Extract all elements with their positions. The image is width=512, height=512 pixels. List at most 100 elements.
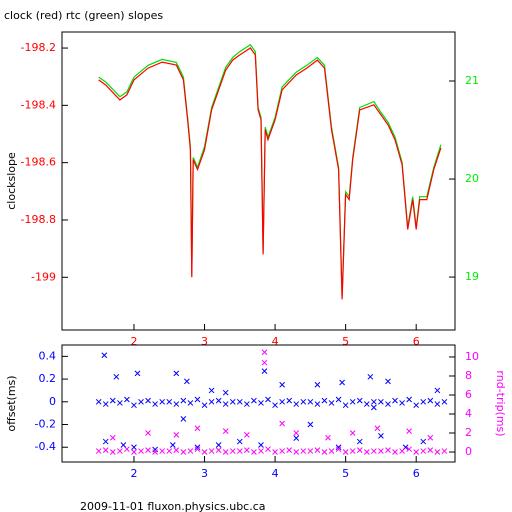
scatter-point (261, 359, 268, 366)
scatter-point (335, 396, 342, 403)
scatter-point (293, 435, 300, 441)
scatter-point (236, 398, 243, 405)
y2-tick-label: 19 (465, 270, 479, 283)
scatter-point (293, 401, 300, 407)
scatter-point (131, 402, 137, 409)
scatter-point (413, 449, 420, 455)
plot-frame (61, 31, 456, 331)
scatter-point (314, 381, 321, 388)
y2-tick-label: 8 (465, 369, 472, 382)
scatter-point (117, 400, 123, 406)
scatter-point (321, 449, 328, 455)
scatter-point (173, 401, 180, 407)
chart-title: clock (red) rtc (green) slopes (4, 9, 163, 22)
scatter-point (356, 397, 363, 404)
scatter-point (102, 438, 109, 445)
y-tick-label: 0.2 (39, 372, 57, 385)
scatter-point (109, 434, 116, 441)
y2-tick-label: 4 (465, 407, 472, 420)
scatter-point (420, 438, 427, 445)
scatter-point (117, 448, 123, 454)
scatter-point (371, 448, 377, 454)
scatter-point (406, 428, 412, 434)
y-tick-label: -199 (31, 270, 56, 283)
scatter-point (138, 448, 144, 454)
x-tick-label: 2 (130, 335, 137, 348)
scatter-point (201, 402, 208, 409)
scatter-point (265, 396, 271, 403)
scatter-point (184, 378, 190, 385)
scatter-point (434, 449, 441, 455)
scatter-point (187, 448, 194, 454)
scatter-point (95, 448, 102, 454)
scatter-point (244, 432, 250, 438)
x-tick-label: 5 (342, 335, 349, 348)
scatter-point (314, 447, 321, 453)
scatter-point (272, 402, 278, 409)
scatter-point (385, 378, 391, 385)
scatter-point (244, 447, 250, 453)
y2-tick-label: 2 (465, 426, 472, 439)
scatter-point (244, 401, 250, 407)
scatter-point (378, 448, 384, 454)
scatter-point (134, 370, 141, 377)
scatter-point (102, 401, 109, 407)
y-axis-label: offset(ms) (5, 375, 18, 431)
scatter-point (399, 400, 405, 406)
scatter-point (124, 446, 130, 453)
x-tick-label: 3 (201, 467, 208, 480)
scatter-point (101, 352, 108, 359)
y2-tick-label: 6 (465, 388, 472, 401)
scatter-point (229, 398, 236, 405)
y2-tick-label: 0 (465, 445, 472, 458)
scatter-point (208, 387, 215, 394)
scatter-point (378, 433, 384, 439)
scatter-point (293, 430, 300, 436)
scatter-point (420, 398, 427, 405)
scatter-point (131, 449, 137, 455)
scatter-point (367, 373, 374, 380)
scatter-point (427, 447, 434, 453)
scatter-point (109, 397, 116, 404)
scatter-point (363, 401, 370, 407)
scatter-point (109, 449, 116, 455)
scatter-point (349, 398, 356, 405)
scatter-point (286, 447, 293, 453)
scatter-point (441, 398, 448, 405)
scatter-point (328, 448, 335, 454)
scatter-point (328, 400, 335, 406)
y-axis-label: clockslope (5, 152, 18, 210)
scatter-point (279, 381, 285, 388)
scatter-point (258, 400, 264, 406)
scatter-point (378, 398, 384, 405)
scatter-point (434, 401, 441, 407)
scatter-point (371, 398, 377, 405)
scatter-point (293, 449, 300, 455)
scatter-point (392, 397, 398, 404)
scatter-point (152, 449, 158, 455)
scatter-point (258, 448, 264, 454)
scatter-point (145, 430, 151, 436)
scatter-point (194, 444, 201, 451)
x-tick-label: 4 (272, 467, 279, 480)
scatter-point (392, 449, 398, 455)
x-tick-label: 3 (201, 335, 208, 348)
scatter-point (356, 438, 363, 445)
scatter-point (159, 448, 166, 454)
scatter-point (427, 434, 434, 441)
y-tick-label: -198.8 (21, 213, 56, 226)
scatter-point (265, 446, 271, 453)
y-tick-label: 0.4 (39, 349, 57, 362)
scatter-point (208, 398, 215, 405)
scatter-point (159, 398, 166, 405)
scatter-point (385, 401, 391, 407)
y2-tick-label: 21 (465, 74, 479, 87)
scatter-point (261, 349, 268, 356)
scatter-point (342, 449, 349, 455)
y2-tick-label: 20 (465, 172, 479, 185)
scatter-point (261, 368, 268, 374)
scatter-point (131, 444, 137, 451)
scatter-point (374, 425, 381, 432)
